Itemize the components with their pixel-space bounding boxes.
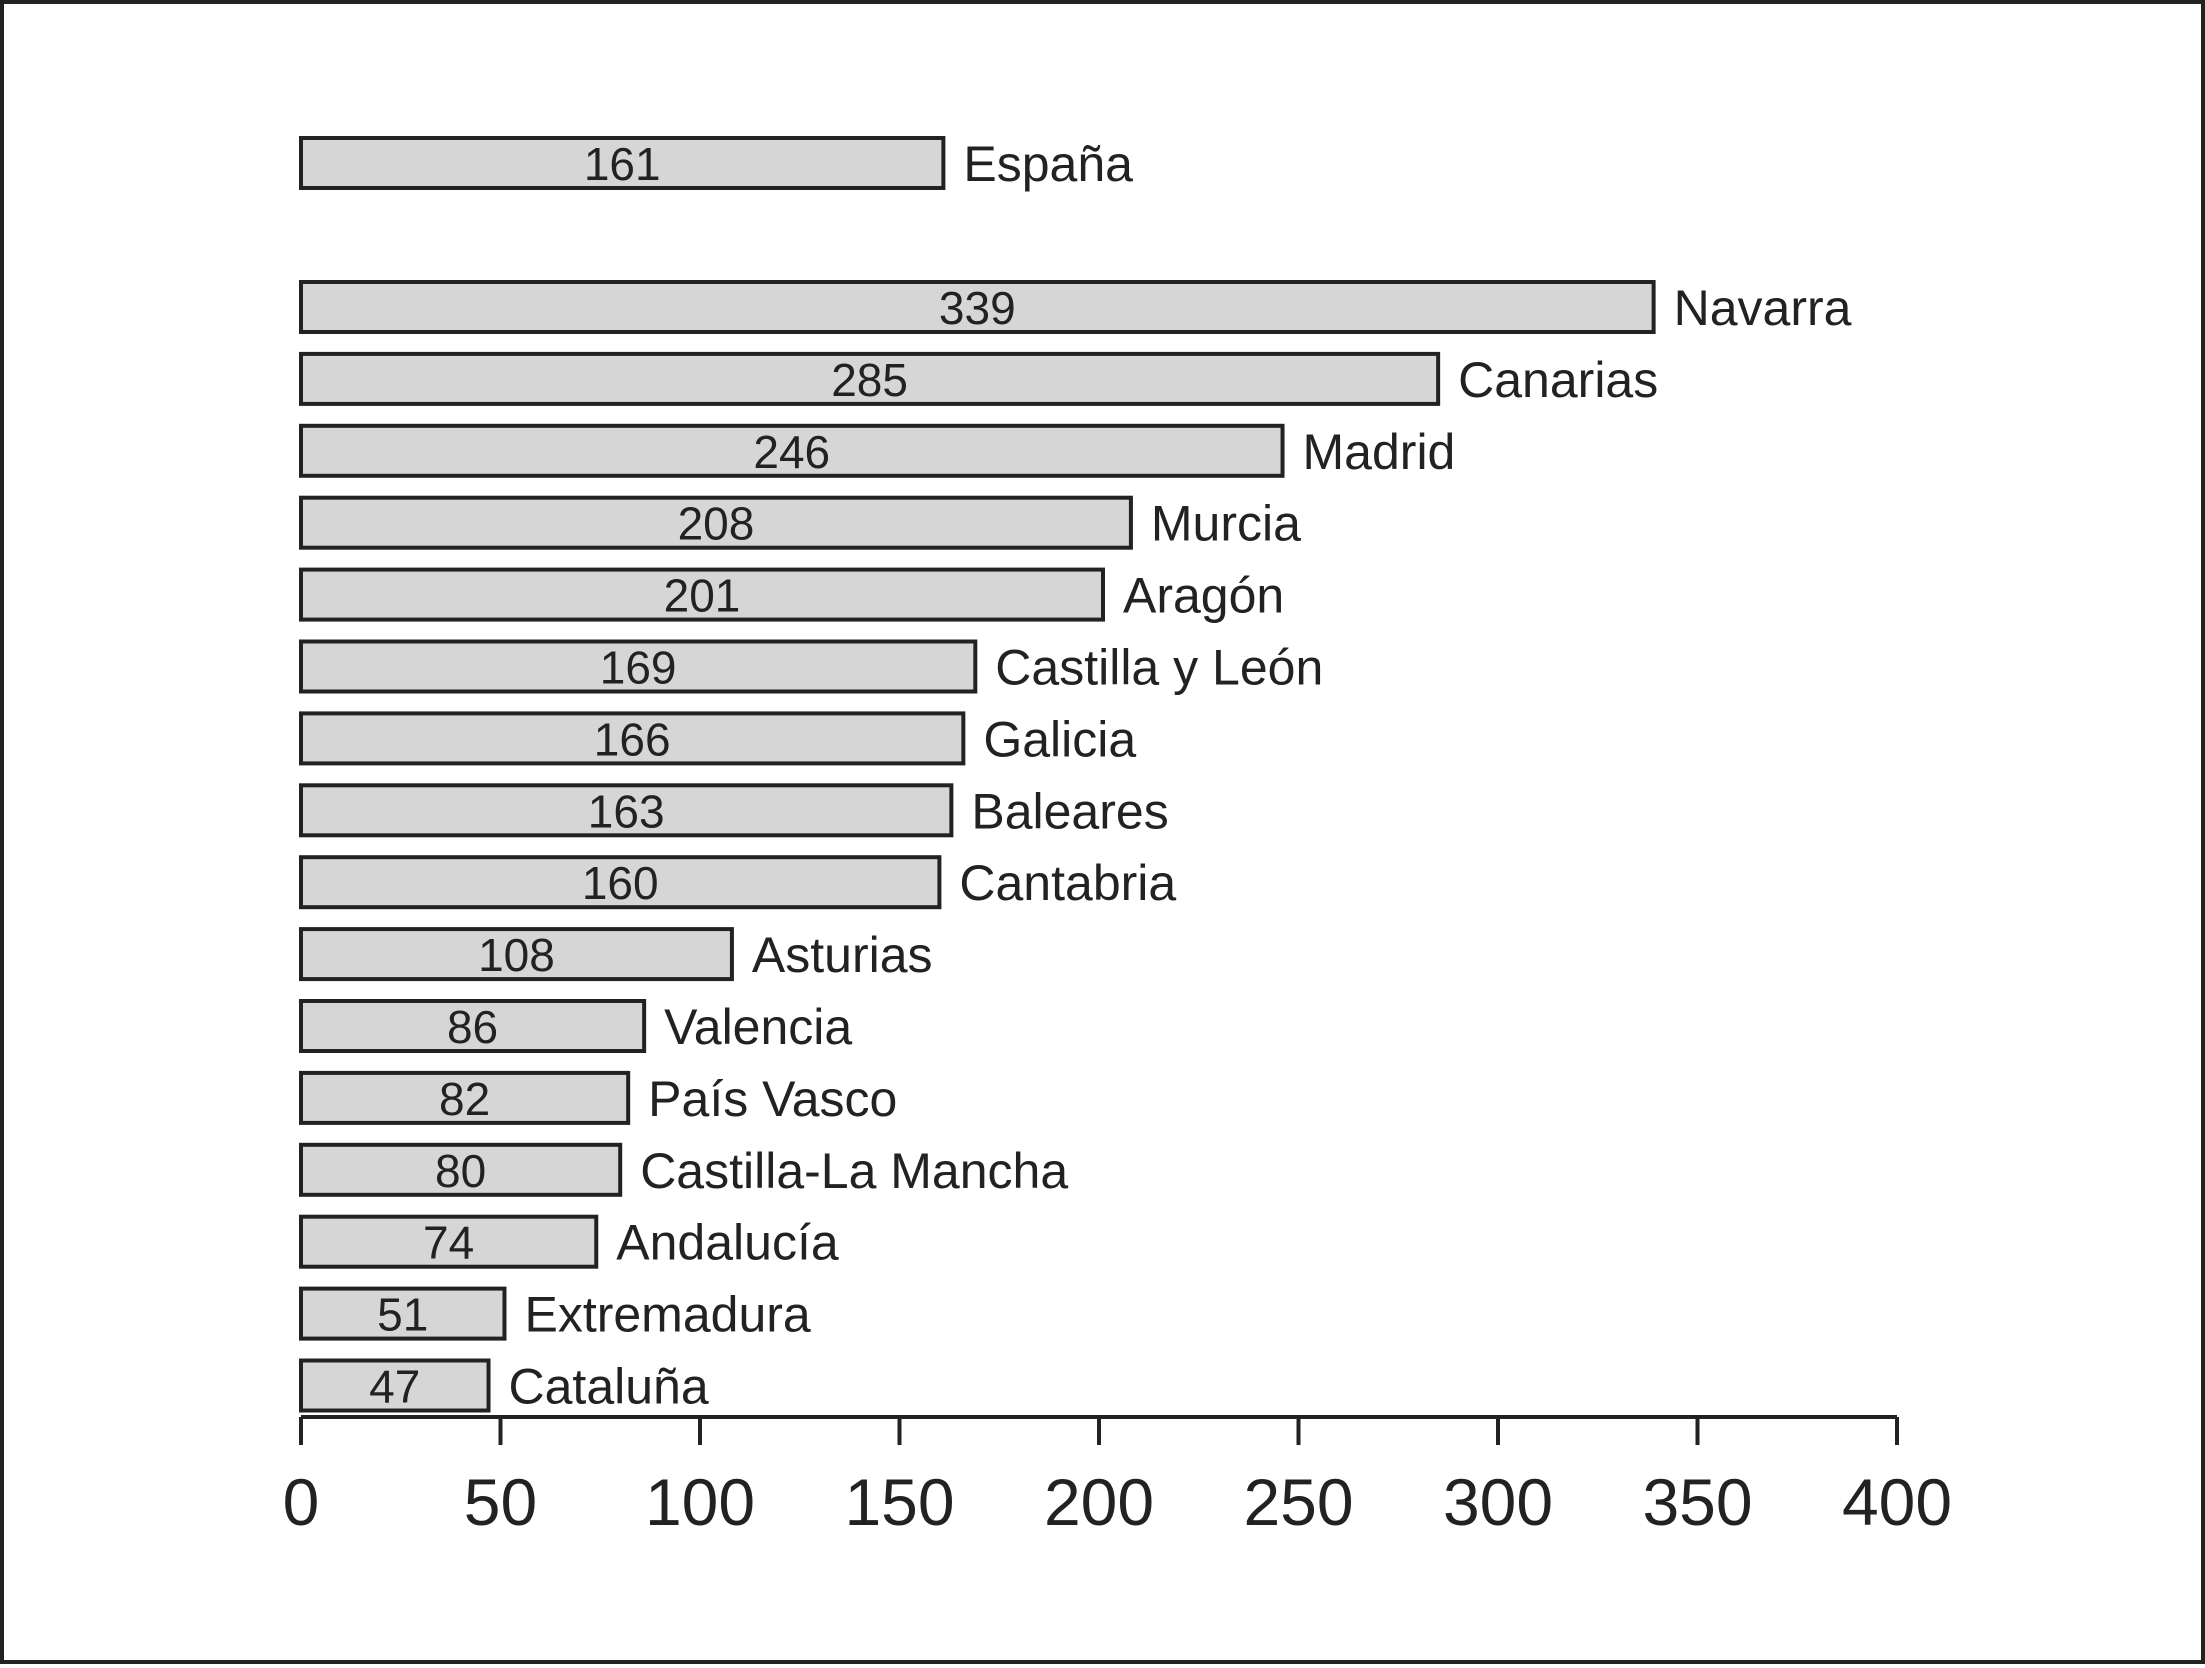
value-label-3: 246 (753, 426, 830, 478)
bar-16 (299, 1358, 491, 1413)
value-label-7: 166 (594, 713, 671, 765)
category-label-0: España (963, 136, 1133, 192)
x-axis: 0 50 100 150 200 250 300 350 400 (283, 1415, 1952, 1539)
category-label-5: Aragón (1123, 568, 1284, 624)
category-label-6: Castilla y León (995, 640, 1323, 696)
category-label-12: País Vasco (648, 1071, 897, 1127)
category-label-11: Valencia (664, 999, 852, 1055)
bar-7 (299, 711, 966, 766)
bar-4 (299, 495, 1133, 550)
bar-3 (299, 423, 1285, 478)
value-label-10: 108 (478, 929, 555, 981)
x-tick-label-0: 0 (283, 1465, 320, 1539)
bar-chart: 161 España 339 Navarra 285 Canarias 246 Madrid 2… (283, 136, 1952, 1539)
bar-5 (299, 567, 1105, 622)
category-label-15: Extremadura (524, 1287, 810, 1343)
x-tick-label-2: 100 (645, 1465, 755, 1539)
category-label-7: Galicia (983, 711, 1136, 767)
x-tick-label-4: 200 (1044, 1465, 1154, 1539)
category-label-13: Castilla-La Mancha (640, 1143, 1068, 1199)
bar-12 (299, 1070, 631, 1125)
bar-13 (299, 1142, 623, 1197)
bar-10 (299, 927, 734, 982)
value-label-8: 163 (588, 785, 665, 837)
category-label-9: Cantabria (959, 855, 1176, 911)
bar-8 (299, 783, 954, 838)
value-label-6: 169 (600, 642, 677, 694)
value-label-0: 161 (584, 138, 661, 190)
value-label-9: 160 (582, 857, 659, 909)
x-tick-label-1: 50 (464, 1465, 537, 1539)
value-label-16: 47 (369, 1361, 420, 1413)
bars-group: 161 España 339 Navarra 285 Canarias 246 Madrid 2… (299, 136, 1852, 1415)
value-label-1: 339 (939, 282, 1016, 334)
bar-6 (299, 639, 978, 694)
bar-9 (299, 855, 942, 910)
bar-2 (299, 351, 1441, 406)
category-label-1: Navarra (1674, 280, 1852, 336)
category-label-10: Asturias (752, 927, 933, 983)
x-tick-label-7: 350 (1642, 1465, 1752, 1539)
value-label-13: 80 (435, 1145, 486, 1197)
value-label-15: 51 (377, 1289, 428, 1341)
value-label-5: 201 (664, 570, 741, 622)
category-label-3: Madrid (1303, 424, 1456, 480)
x-tick-label-8: 400 (1842, 1465, 1952, 1539)
value-label-12: 82 (439, 1073, 490, 1125)
category-label-16: Cataluña (509, 1359, 709, 1415)
bar-11 (299, 999, 647, 1053)
value-label-14: 74 (423, 1217, 474, 1269)
value-label-11: 86 (447, 1001, 498, 1053)
category-label-2: Canarias (1458, 352, 1658, 408)
x-tick-label-6: 300 (1443, 1465, 1553, 1539)
category-label-4: Murcia (1151, 496, 1301, 552)
x-tick-label-3: 150 (844, 1465, 954, 1539)
value-label-2: 285 (831, 354, 908, 406)
bar-14 (299, 1214, 599, 1269)
x-tick-label-5: 250 (1243, 1465, 1353, 1539)
bar-0 (299, 136, 946, 190)
value-label-4: 208 (678, 498, 755, 550)
category-label-14: Andalucía (616, 1215, 839, 1271)
bar-15 (299, 1286, 507, 1341)
category-label-8: Baleares (971, 783, 1168, 839)
bar-1 (299, 280, 1656, 334)
